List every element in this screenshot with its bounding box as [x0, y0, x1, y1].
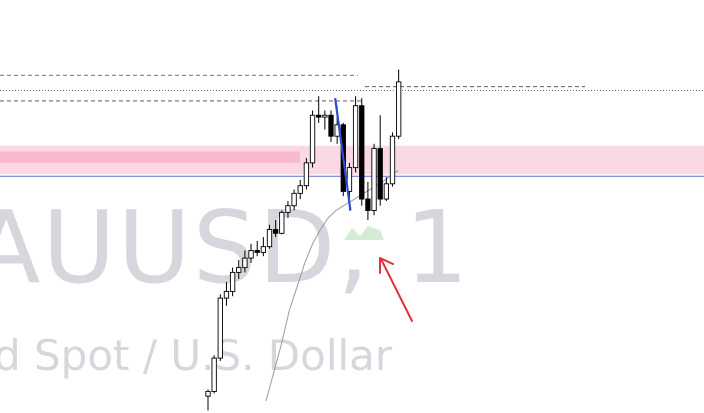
candle	[309, 110, 316, 168]
candle-body-up	[285, 205, 291, 213]
candle	[229, 267, 236, 297]
candle-body-up	[291, 192, 297, 207]
candle-body-down	[273, 229, 279, 234]
candle-body-up	[389, 135, 396, 185]
trend-line[interactable]	[334, 97, 352, 211]
arrow-shaft[interactable]	[380, 258, 413, 322]
candle-body-up	[396, 81, 402, 137]
candle	[205, 389, 211, 411]
candle-body-up	[205, 390, 211, 397]
candle	[322, 110, 328, 130]
candle-body-down	[328, 114, 334, 137]
candle-body-up	[309, 114, 316, 164]
candle	[223, 281, 230, 306]
candle	[217, 294, 223, 361]
arrow-head[interactable]	[379, 257, 394, 274]
candle	[260, 237, 266, 257]
candle-body-up	[211, 357, 217, 392]
candle-body-up	[322, 114, 328, 118]
candle-body-up	[297, 185, 303, 194]
candle	[377, 115, 383, 206]
candle	[352, 96, 359, 173]
candle	[396, 69, 402, 140]
candle-body-up	[371, 148, 377, 211]
watermark-description: d Spot / U.S. Dollar	[0, 331, 393, 380]
zone-inner-band[interactable]	[0, 151, 300, 163]
candle-body-up	[242, 257, 248, 269]
candle	[297, 180, 303, 200]
candle-body-up	[236, 267, 242, 273]
candle	[328, 110, 334, 142]
candle-body-up	[279, 211, 285, 234]
candle	[242, 250, 248, 273]
candle	[254, 240, 260, 257]
candlesticks	[205, 69, 402, 411]
candle	[371, 143, 377, 216]
candle	[291, 189, 297, 211]
candle-body-down	[377, 148, 383, 200]
candle-body-up	[352, 105, 359, 169]
candle-body-up	[260, 246, 266, 253]
candle-body-down	[316, 114, 322, 118]
candle	[266, 224, 273, 249]
low-highlight[interactable]	[344, 226, 384, 240]
candle	[316, 96, 322, 123]
candle	[211, 355, 217, 394]
candle	[389, 132, 396, 187]
candle-body-up	[229, 271, 236, 292]
candle-body-up	[266, 229, 273, 248]
candle-body-down	[365, 198, 371, 211]
candle	[285, 200, 291, 219]
candle	[248, 243, 254, 263]
candle	[303, 158, 310, 190]
candle-body-down	[254, 250, 260, 253]
candle-body-up	[383, 183, 389, 200]
candle	[279, 210, 285, 235]
candle-body-up	[303, 162, 310, 187]
candle-body-up	[223, 290, 230, 299]
drawings[interactable]	[334, 97, 413, 322]
candle-body-down	[359, 105, 365, 200]
candle-body-up	[248, 250, 254, 259]
candle	[273, 220, 279, 238]
candle-body-up	[217, 297, 223, 359]
candle	[365, 181, 371, 220]
candle	[236, 260, 242, 280]
candle	[359, 98, 365, 206]
candle	[383, 177, 389, 201]
